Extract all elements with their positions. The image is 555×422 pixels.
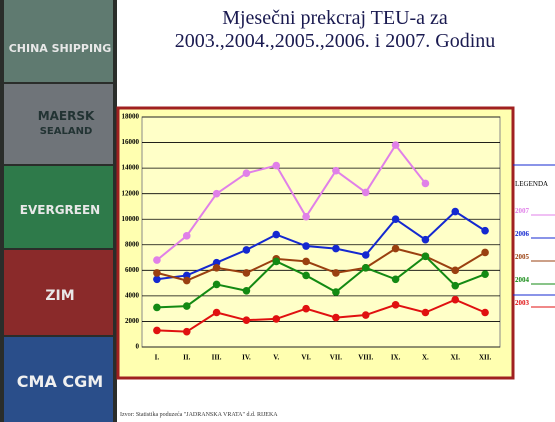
point: [481, 227, 489, 235]
point: [302, 242, 310, 250]
y-tick-label: 14000: [122, 164, 140, 172]
point: [451, 296, 459, 304]
x-tick-label: IV.: [242, 354, 251, 362]
point: [362, 189, 370, 197]
y-tick-label: 4000: [125, 291, 140, 299]
point: [362, 264, 370, 272]
point: [243, 316, 251, 324]
point: [392, 275, 400, 283]
x-tick-label: XI.: [450, 354, 460, 362]
x-tick-label: I.: [155, 354, 160, 362]
point: [183, 302, 191, 310]
y-tick-label: 10000: [122, 215, 140, 223]
y-tick-label: 18000: [122, 113, 140, 121]
legend-label: 2005: [515, 253, 530, 261]
point: [332, 167, 340, 175]
point: [362, 251, 370, 259]
point: [272, 258, 280, 266]
point: [481, 309, 489, 317]
y-tick-label: 0: [136, 343, 140, 351]
logo-text: ZIM: [45, 288, 74, 304]
point: [153, 327, 161, 335]
x-tick-label: VIII.: [358, 354, 373, 362]
title: 2003.,2004.,2005.,2006. i 2007. Godinu: [175, 30, 496, 52]
x-tick-label: II.: [183, 354, 190, 362]
logo-text: SEALAND: [40, 126, 93, 137]
point: [422, 309, 430, 317]
point: [392, 245, 400, 253]
point: [302, 213, 310, 221]
title: Mjesečni prekcraj TEU-a za: [222, 7, 448, 29]
point: [302, 305, 310, 313]
legend-label: 2004: [515, 276, 530, 284]
point: [243, 269, 251, 277]
point: [302, 272, 310, 280]
point: [302, 258, 310, 266]
point: [153, 269, 161, 277]
point: [422, 236, 430, 244]
logo-text: CHINA SHIPPING: [9, 42, 112, 55]
point: [243, 287, 251, 295]
point: [272, 231, 280, 239]
source: Izvor: Statistika poduzeća "JADRANSKA VR…: [120, 412, 278, 418]
point: [422, 252, 430, 260]
logo-text: MAERSK: [38, 109, 95, 123]
point: [332, 288, 340, 296]
point: [392, 215, 400, 223]
container: [4, 84, 113, 164]
x-tick-label: XII.: [479, 354, 492, 362]
y-tick-label: 8000: [125, 240, 140, 248]
point: [153, 256, 161, 264]
point: [213, 309, 221, 317]
point: [153, 304, 161, 312]
point: [392, 301, 400, 309]
legend-title: LEGENDA: [515, 180, 548, 188]
point: [332, 314, 340, 322]
point: [392, 141, 400, 149]
y-tick-label: 2000: [125, 317, 140, 325]
y-tick-label: 12000: [122, 189, 140, 197]
point: [183, 328, 191, 336]
point: [213, 264, 221, 272]
point: [213, 281, 221, 289]
x-tick-label: VII.: [330, 354, 343, 362]
legend-label: 2007: [515, 207, 530, 215]
point: [481, 249, 489, 257]
legend-label: 2003: [515, 299, 530, 307]
x-tick-label: V.: [273, 354, 279, 362]
x-tick-label: IX.: [391, 354, 401, 362]
x-tick-label: III.: [212, 354, 222, 362]
point: [451, 208, 459, 216]
slide: CHINA SHIPPING MAERSK SEALAND EVERGREEN …: [0, 0, 555, 422]
point: [422, 180, 430, 188]
point: [213, 190, 221, 198]
point: [451, 267, 459, 275]
point: [451, 282, 459, 290]
legend-label: 2006: [515, 230, 530, 238]
point: [332, 245, 340, 253]
x-tick-label: VI.: [301, 354, 311, 362]
y-tick-label: 16000: [122, 138, 140, 146]
point: [243, 246, 251, 254]
point: [183, 277, 191, 285]
point: [481, 270, 489, 278]
point: [362, 311, 370, 319]
point: [183, 232, 191, 240]
logo-text: CMA CGM: [17, 372, 103, 391]
point: [272, 162, 280, 170]
point: [272, 315, 280, 323]
point: [332, 269, 340, 277]
y-tick-label: 6000: [125, 266, 140, 274]
point: [243, 169, 251, 177]
logo-text: EVERGREEN: [20, 203, 100, 217]
x-tick-label: X.: [422, 354, 429, 362]
container: [4, 0, 113, 82]
